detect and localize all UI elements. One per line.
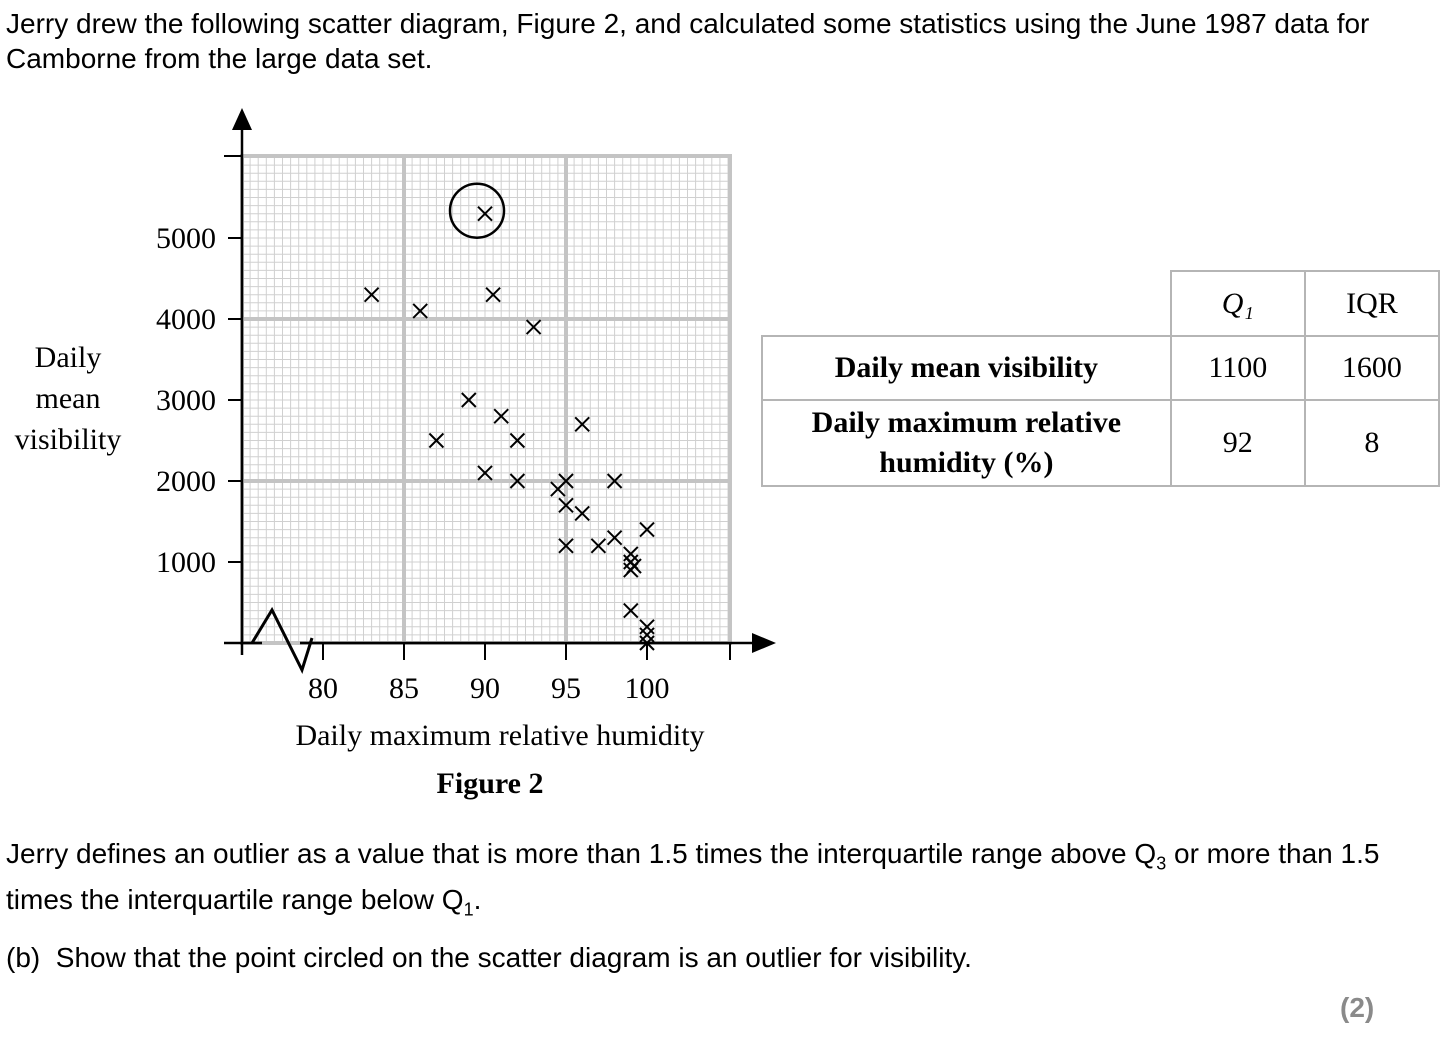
y-tick-label: 2000 <box>156 465 216 498</box>
x-tick-label: 95 <box>551 672 581 705</box>
data-point <box>412 303 428 319</box>
visibility-q1: 1100 <box>1169 335 1306 401</box>
header-iqr: IQR <box>1303 270 1440 337</box>
axes <box>224 108 776 674</box>
row-label-humidity: Daily maximum relative humidity (%) <box>761 399 1172 487</box>
data-point <box>623 602 639 619</box>
outlier-circle <box>448 182 506 239</box>
y-tick-label: 5000 <box>156 222 216 255</box>
y-axis-label-line: mean <box>36 382 101 415</box>
data-point <box>606 473 623 489</box>
statistics-table: Q₁ IQR Daily mean visibility 1100 1600 D… <box>761 270 1440 487</box>
axis-break-symbol <box>250 606 314 674</box>
grid-minor <box>241 156 730 644</box>
data-point <box>461 392 477 408</box>
data-point <box>428 432 445 449</box>
header-q1: Q₁ <box>1169 270 1306 337</box>
question-part-b: (b) Show that the point circled on the s… <box>6 940 972 975</box>
scatter-diagram: 1000 2000 3000 4000 5000 80 85 90 95 100 Daily me… <box>15 108 776 800</box>
data-point <box>525 319 542 335</box>
table-header-row: Q₁ IQR <box>762 270 1440 337</box>
table-row: Daily maximum relative humidity (%) 92 8 <box>761 399 1440 487</box>
visibility-iqr: 1600 <box>1303 335 1440 401</box>
figure-title: Figure 2 <box>437 767 544 800</box>
x-axis-arrow <box>752 633 776 653</box>
y-axis-label-line: visibility <box>15 423 122 456</box>
data-point <box>639 635 655 651</box>
data-point <box>493 408 509 424</box>
data-point <box>363 286 380 303</box>
marks-indicator: (2) <box>1340 992 1375 1023</box>
y-tick-label: 4000 <box>156 303 216 336</box>
x-tick-label: 85 <box>389 672 419 705</box>
data-point <box>477 465 493 481</box>
data-point <box>623 562 639 578</box>
intro-text: Jerry drew the following scatter diagram… <box>6 8 1370 74</box>
y-tick-label: 1000 <box>156 546 216 579</box>
data-point <box>574 505 590 522</box>
data-point <box>509 432 526 449</box>
humidity-iqr: 8 <box>1303 399 1440 487</box>
y-ticks: 1000 2000 3000 4000 5000 <box>156 222 242 579</box>
y-tick-label: 3000 <box>156 384 216 417</box>
part-text: Show that the point circled on the scatt… <box>55 942 972 973</box>
part-label: (b) <box>6 942 41 973</box>
x-ticks: 80 85 90 95 100 <box>308 643 670 705</box>
outlier-definition: Jerry defines an outlier as a value that… <box>6 838 1380 920</box>
circled-outlier-point <box>448 182 506 239</box>
data-point <box>558 497 574 514</box>
x-tick-label: 90 <box>470 672 500 705</box>
x-tick-label: 100 <box>625 672 670 705</box>
table-corner <box>762 271 1172 337</box>
row-label-visibility: Daily mean visibility <box>761 335 1172 401</box>
x-tick-label: 80 <box>308 672 338 705</box>
data-point <box>590 538 607 554</box>
table-row: Daily mean visibility 1100 1600 <box>761 335 1440 401</box>
data-point <box>558 538 574 554</box>
data-points <box>363 182 655 651</box>
data-point <box>574 416 590 433</box>
data-point <box>639 521 655 538</box>
grid-major <box>240 154 732 645</box>
data-point <box>550 481 566 497</box>
y-axis-label-line: Daily <box>35 341 102 374</box>
data-point <box>485 286 501 303</box>
data-point <box>606 529 623 546</box>
y-axis-label: Daily mean visibility <box>15 341 122 456</box>
x-axis-label: Daily maximum relative humidity <box>295 719 704 752</box>
data-point <box>509 473 526 489</box>
y-axis-arrow <box>232 108 252 130</box>
humidity-q1: 92 <box>1169 399 1306 487</box>
